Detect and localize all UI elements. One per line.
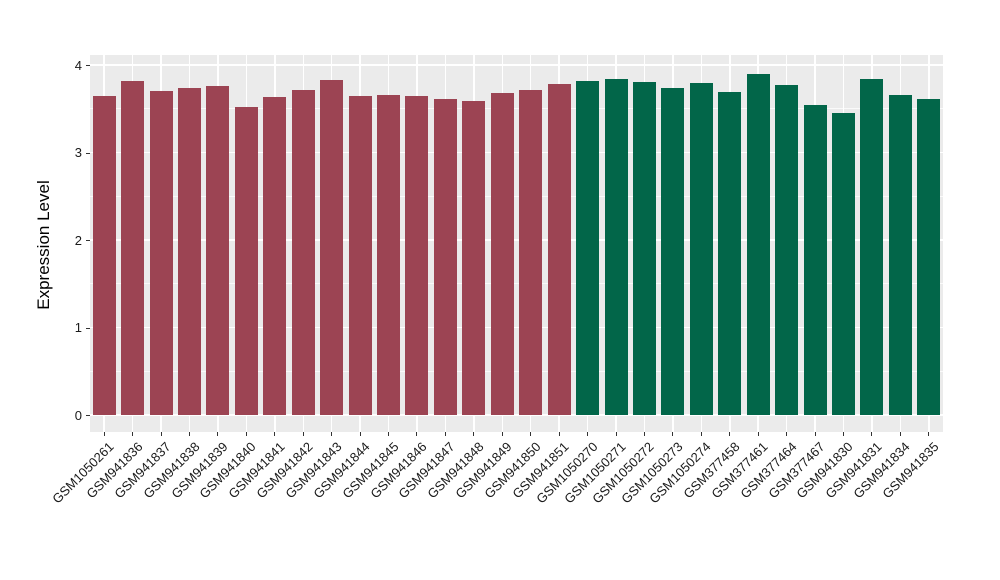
bar-GSM941841 <box>263 97 287 415</box>
bar-GSM377458 <box>718 92 742 415</box>
bar-GSM941844 <box>348 95 372 415</box>
bar-GSM941847 <box>433 99 457 415</box>
bar-GSM941839 <box>206 86 230 415</box>
x-tick-mark <box>160 432 162 436</box>
bar-GSM941838 <box>178 87 202 415</box>
x-tick-mark <box>672 432 674 436</box>
x-tick-mark <box>729 432 731 436</box>
x-tick-mark <box>245 432 247 436</box>
plot-panel <box>90 55 943 432</box>
x-tick-mark <box>530 432 532 436</box>
x-tick-mark <box>871 432 873 436</box>
bar-GSM941850 <box>519 89 543 415</box>
bar-GSM377464 <box>775 85 799 415</box>
bar-GSM377467 <box>803 105 827 415</box>
bar-GSM941846 <box>405 95 429 415</box>
gridline-major-horizontal <box>90 326 943 329</box>
bar-GSM1050272 <box>632 81 656 415</box>
gridline-minor-horizontal <box>90 283 943 285</box>
gridline-major-horizontal <box>90 239 943 241</box>
y-tick-mark <box>86 152 90 154</box>
x-tick-mark <box>757 432 759 436</box>
y-tick-mark <box>86 327 90 329</box>
y-tick-mark <box>86 415 90 416</box>
x-tick-mark <box>615 432 617 436</box>
bar-GSM1050271 <box>604 79 628 415</box>
x-tick-mark <box>558 432 560 436</box>
bar-GSM941848 <box>462 100 486 415</box>
x-tick-mark <box>842 432 844 436</box>
x-tick-mark <box>587 432 589 436</box>
x-tick-mark <box>274 432 276 436</box>
bar-GSM941830 <box>831 113 855 415</box>
bar-GSM941851 <box>547 84 571 415</box>
bar-GSM941835 <box>917 99 941 415</box>
x-tick-mark <box>473 432 475 436</box>
x-tick-mark <box>501 432 503 436</box>
gridline-minor-horizontal <box>90 370 943 372</box>
y-tick-mark <box>86 65 90 66</box>
x-tick-mark <box>331 432 333 436</box>
y-tick-label: 4 <box>74 57 82 73</box>
bar-GSM377461 <box>746 73 770 415</box>
y-tick-label: 1 <box>74 320 82 335</box>
x-tick-mark <box>132 432 134 436</box>
bar-GSM1050261 <box>92 95 116 415</box>
bar-GSM1050273 <box>661 87 685 415</box>
x-tick-mark <box>388 432 390 436</box>
y-tick-mark <box>86 240 90 241</box>
y-tick-label: 0 <box>74 407 82 423</box>
gridline-minor-horizontal <box>90 108 943 110</box>
x-tick-mark <box>189 432 191 436</box>
x-tick-mark <box>786 432 788 436</box>
x-tick-mark <box>302 432 304 436</box>
x-tick-mark <box>814 432 816 436</box>
y-tick-label: 2 <box>74 232 82 248</box>
gridline-minor-horizontal <box>90 195 943 197</box>
bar-GSM941831 <box>860 79 884 415</box>
bar-GSM941842 <box>291 90 315 415</box>
x-tick-mark <box>416 432 418 436</box>
bar-GSM941845 <box>377 94 401 415</box>
bar-GSM1050270 <box>576 80 600 415</box>
gridline-major-horizontal <box>90 64 943 66</box>
bar-GSM1050274 <box>689 83 713 415</box>
x-tick-mark <box>700 432 702 436</box>
x-tick-mark <box>217 432 219 436</box>
x-tick-mark <box>103 432 105 436</box>
bar-GSM941840 <box>234 107 258 415</box>
bar-GSM941837 <box>149 91 173 415</box>
x-tick-mark <box>359 432 361 436</box>
bar-GSM941836 <box>121 80 145 415</box>
x-tick-mark <box>643 432 645 436</box>
gridline-major-horizontal <box>90 414 943 416</box>
y-tick-label: 3 <box>74 145 82 160</box>
bar-GSM941849 <box>490 93 514 415</box>
x-tick-mark <box>899 432 901 436</box>
bar-GSM941843 <box>320 79 344 415</box>
gridline-major-horizontal <box>90 151 943 154</box>
x-tick-mark <box>928 432 930 436</box>
x-tick-mark <box>444 432 446 436</box>
bar-GSM941834 <box>888 94 912 415</box>
